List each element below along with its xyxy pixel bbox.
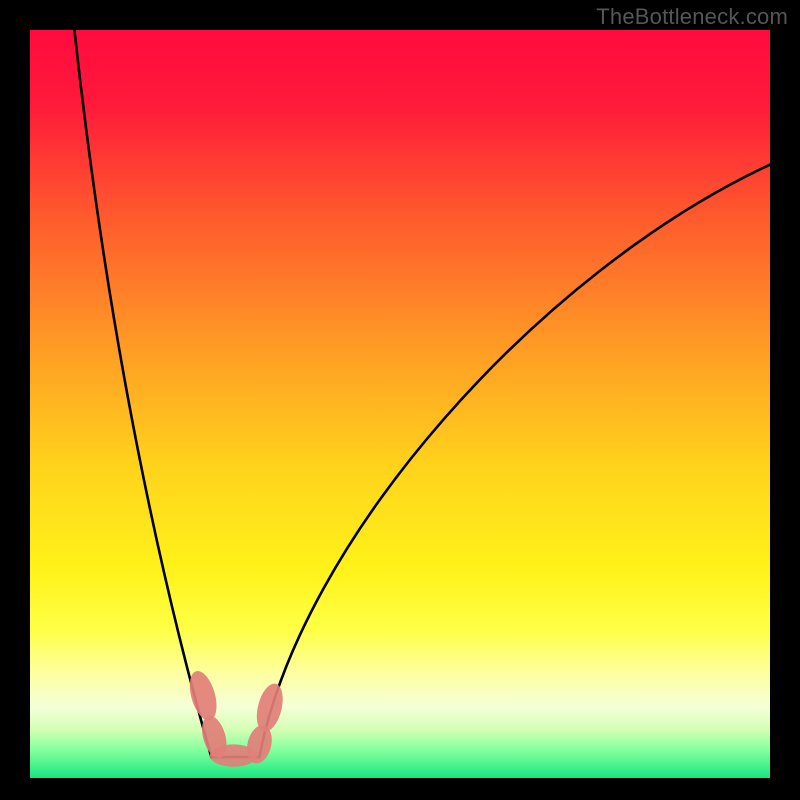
curve-path: [74, 30, 770, 757]
bottleneck-curve: [30, 30, 770, 778]
trough-marker: [252, 681, 287, 735]
plot-area: [30, 30, 770, 778]
watermark-text: TheBottleneck.com: [596, 4, 788, 30]
